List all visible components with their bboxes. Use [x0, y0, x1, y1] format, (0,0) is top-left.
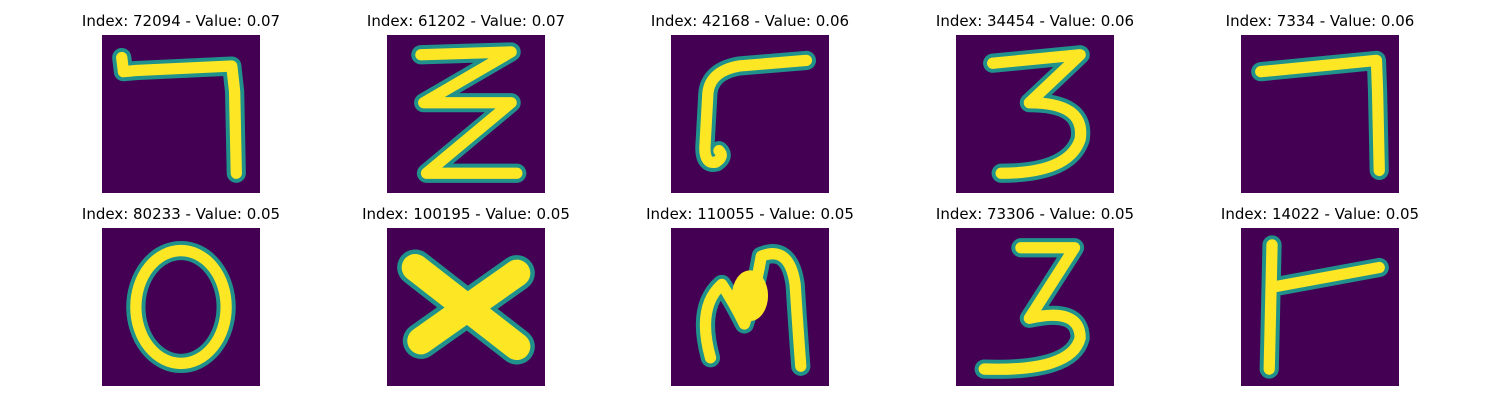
panel-title: Index: 72094 - Value: 0.07 [81, 12, 281, 30]
glyph-image [102, 35, 260, 193]
glyph-image [956, 35, 1114, 193]
glyph-image [1241, 228, 1399, 386]
glyph-image [671, 35, 829, 193]
glyph-image [1241, 35, 1399, 193]
panel-title: Index: 14022 - Value: 0.05 [1220, 205, 1420, 223]
panel-title: Index: 7334 - Value: 0.06 [1225, 12, 1415, 30]
glyph-image [387, 35, 545, 193]
panel-title: Index: 42168 - Value: 0.06 [650, 12, 850, 30]
glyph-image [102, 228, 260, 386]
panel-title: Index: 80233 - Value: 0.05 [81, 205, 281, 223]
panel-title: Index: 34454 - Value: 0.06 [935, 12, 1135, 30]
panel-title: Index: 61202 - Value: 0.07 [366, 12, 566, 30]
glyph-image [387, 228, 545, 386]
panel-title: Index: 100195 - Value: 0.05 [362, 205, 570, 223]
panel-title: Index: 73306 - Value: 0.05 [935, 205, 1135, 223]
panel-title: Index: 110055 - Value: 0.05 [646, 205, 854, 223]
glyph-image [956, 228, 1114, 386]
glyph-image [671, 228, 829, 386]
